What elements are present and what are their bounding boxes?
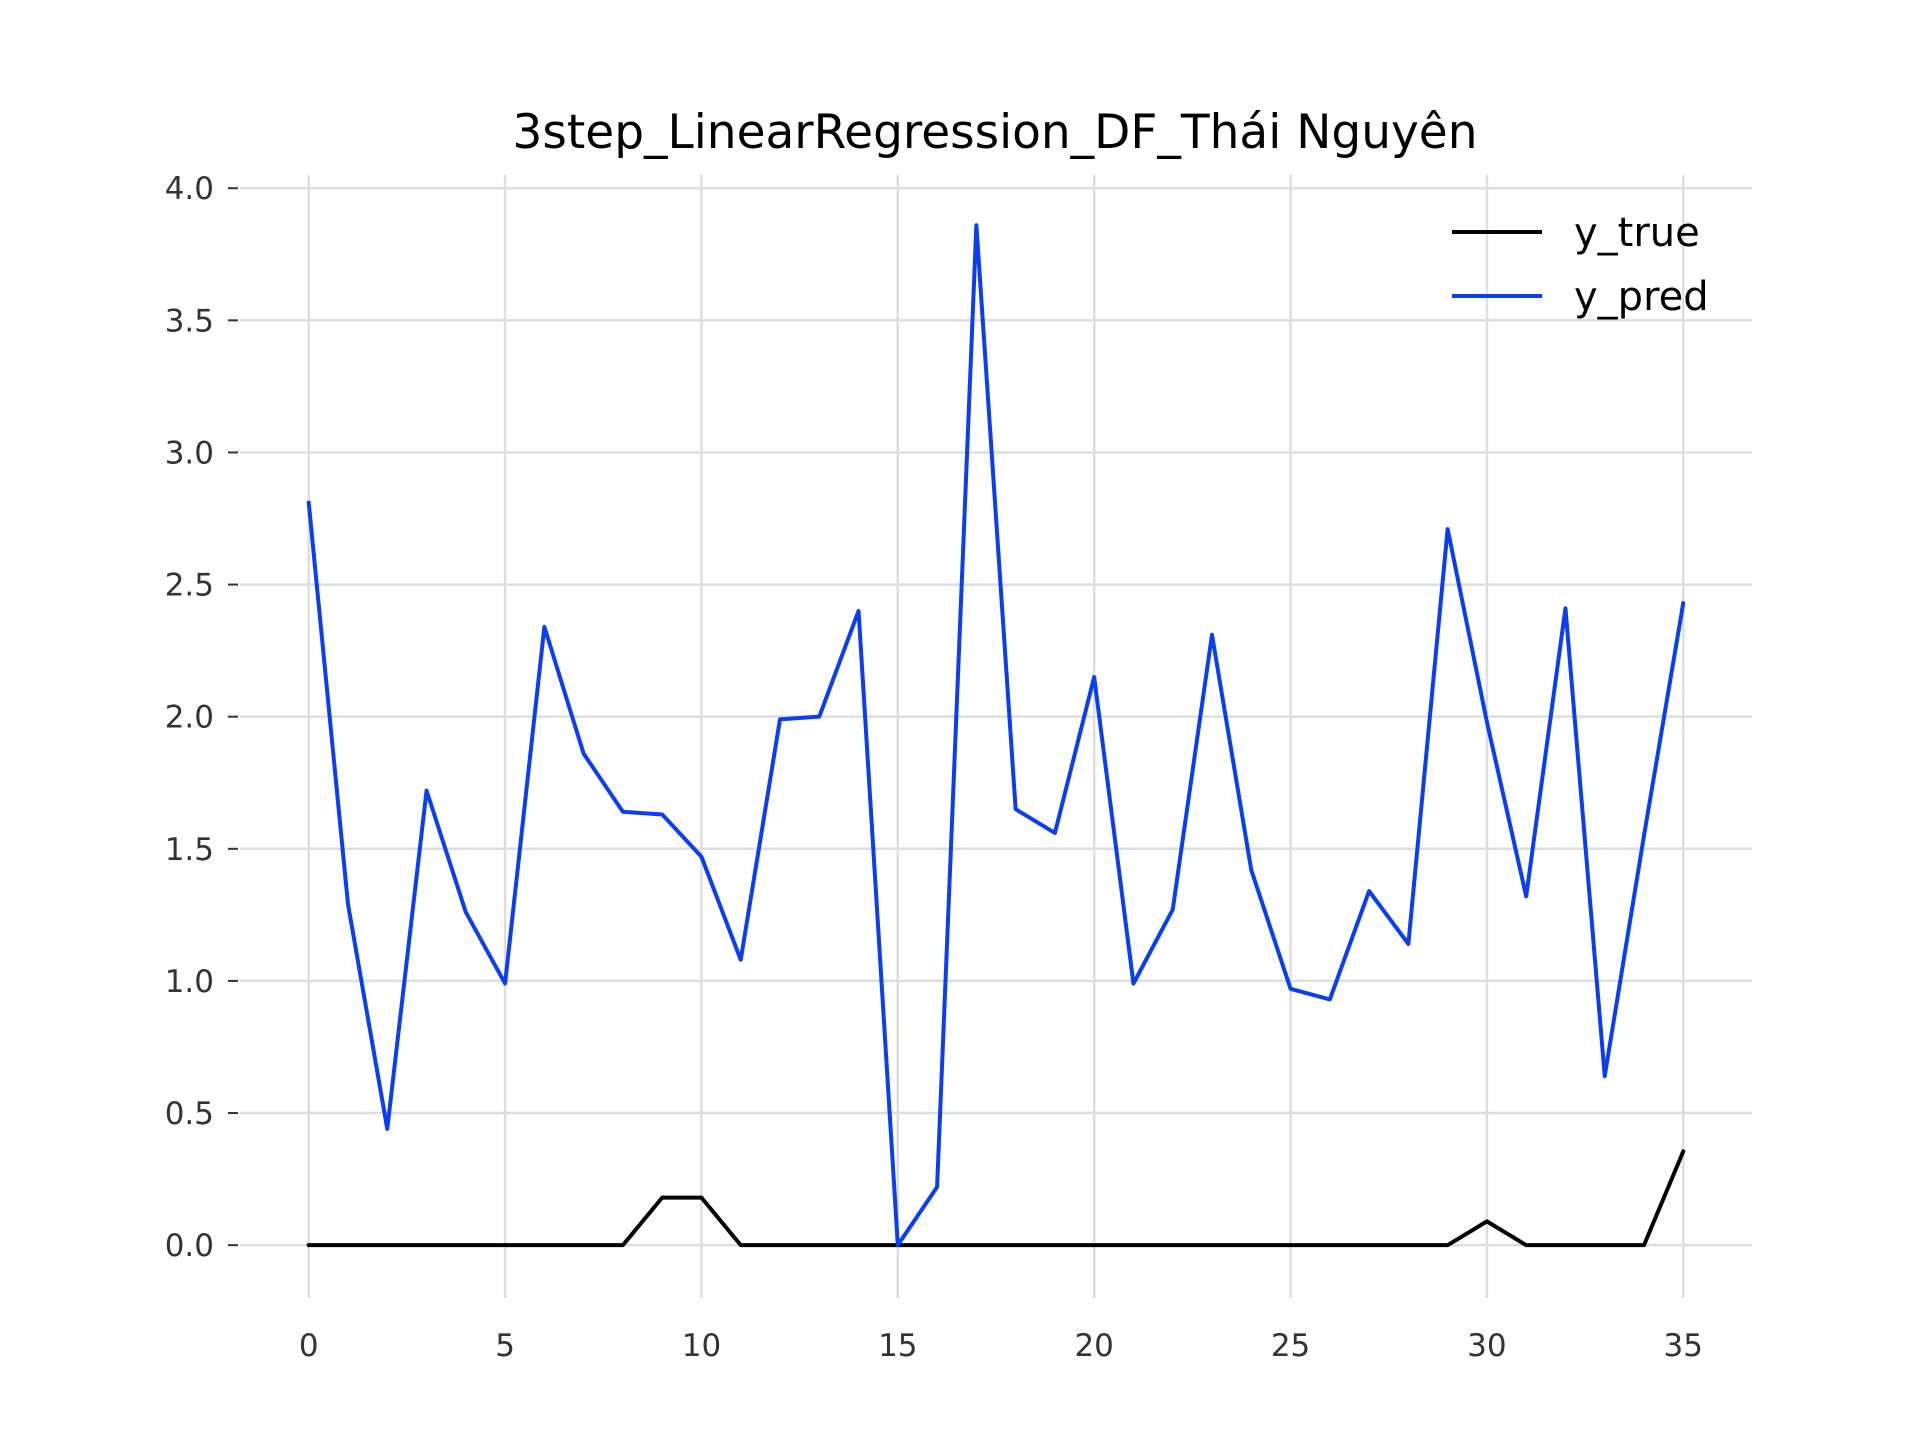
series-line-y-true bbox=[306, 1149, 1686, 1248]
legend: y_true y_pred bbox=[1452, 210, 1709, 320]
x-tick-label: 25 bbox=[1271, 1328, 1310, 1364]
x-tick-label: 30 bbox=[1467, 1328, 1506, 1364]
y-tick-label: 1.5 bbox=[165, 832, 214, 868]
series-line-y-pred bbox=[306, 223, 1686, 1248]
chart-title: 3step_LinearRegression_DF_Thái Nguyên bbox=[512, 105, 1477, 160]
x-tick-label: 5 bbox=[495, 1328, 515, 1364]
series-lines bbox=[306, 223, 1686, 1248]
y-tick-label: 0.0 bbox=[165, 1228, 214, 1264]
y-tick-label: 4.0 bbox=[165, 171, 214, 207]
legend-label-y-pred: y_pred bbox=[1574, 274, 1709, 320]
x-tick-label: 35 bbox=[1664, 1328, 1703, 1364]
legend-label-y-true: y_true bbox=[1574, 210, 1700, 256]
y-tick-label: 3.0 bbox=[165, 435, 214, 471]
x-tick-label: 20 bbox=[1074, 1328, 1113, 1364]
x-tick-label: 10 bbox=[682, 1328, 721, 1364]
x-tick-label: 0 bbox=[299, 1328, 319, 1364]
y-tick-label: 2.5 bbox=[165, 568, 214, 604]
y-tick-label: 0.5 bbox=[165, 1096, 214, 1132]
y-tick-label: 3.5 bbox=[165, 303, 214, 339]
y-tick-label: 2.0 bbox=[165, 700, 214, 736]
axis-ticks: 0 5 10 15 20 25 30 35 0.0 0.5 1.0 1.5 2.0 2.5 3.0 3.5 4.… bbox=[165, 171, 1703, 1364]
y-tick-label: 1.0 bbox=[165, 964, 214, 1000]
x-tick-label: 15 bbox=[878, 1328, 917, 1364]
